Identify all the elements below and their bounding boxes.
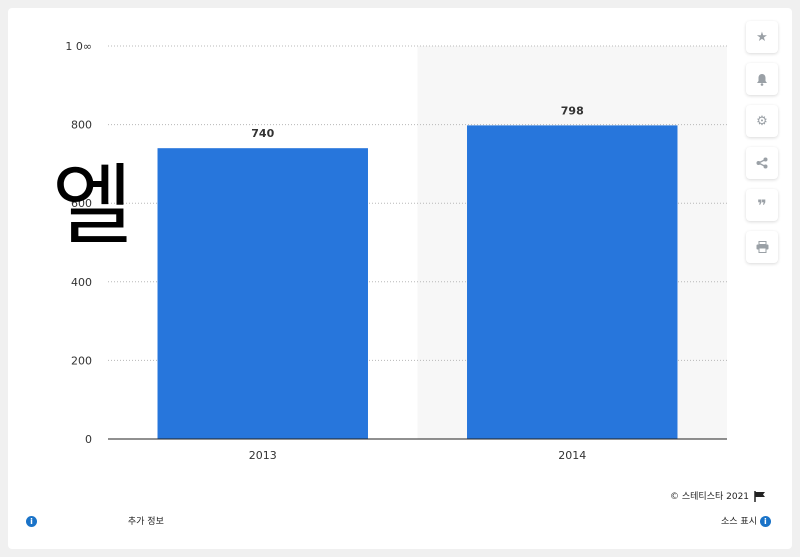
bar	[467, 125, 678, 440]
info-icon: i	[759, 516, 771, 527]
y-tick-label: 0	[85, 433, 92, 446]
overlay-glyph: 엘	[52, 154, 133, 257]
share-icon[interactable]	[746, 147, 778, 179]
star-icon[interactable]: ★	[746, 21, 778, 53]
y-tick-label: 400	[71, 276, 92, 289]
data-label: 740	[251, 127, 274, 140]
x-tick-label: 2013	[249, 449, 277, 462]
y-tick-label: 800	[71, 119, 92, 132]
more-info-link[interactable]: i 추가 정보	[26, 514, 164, 527]
x-tick-label: 2014	[558, 449, 586, 462]
y-tick-label: 600	[71, 197, 92, 210]
copyright-line: © 스테티스타 2021	[670, 489, 766, 502]
quote-icon[interactable]: ❞	[746, 189, 778, 221]
flag-icon[interactable]	[754, 491, 766, 502]
show-source-link[interactable]: 소스 표시 i	[721, 514, 771, 527]
y-tick-label: 1 0∞	[65, 40, 92, 53]
data-label: 798	[561, 104, 584, 117]
y-tick-label: 200	[71, 354, 92, 367]
bar	[157, 148, 368, 439]
info-icon: i	[26, 516, 37, 527]
bell-icon[interactable]	[746, 63, 778, 95]
gear-icon[interactable]: ⚙	[746, 105, 778, 137]
copyright-text: © 스테티스타 2021	[670, 492, 750, 502]
show-source-label: 소스 표시	[721, 517, 757, 527]
print-icon[interactable]	[746, 231, 778, 263]
more-info-label: 추가 정보	[127, 517, 164, 527]
